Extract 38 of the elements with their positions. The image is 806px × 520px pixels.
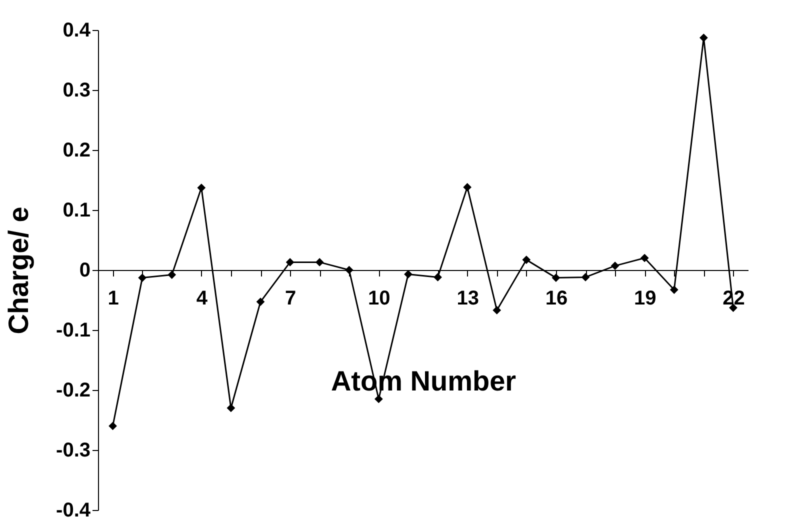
point [463, 183, 472, 192]
y-tick-label: 0.4 [62, 20, 92, 42]
x-tick-label: 16 [545, 288, 568, 310]
point [610, 262, 620, 270]
y-tick-label: 0.2 [62, 140, 90, 162]
point [374, 394, 383, 404]
point [581, 273, 590, 282]
point [315, 258, 324, 266]
point [492, 306, 502, 314]
point [640, 254, 649, 262]
point [700, 34, 708, 42]
point [168, 270, 176, 279]
y-tick-label: 0 [79, 260, 90, 282]
point [256, 298, 265, 306]
x-tick-label: 19 [634, 288, 656, 310]
point [286, 258, 294, 266]
y-tick-label: -0.2 [56, 380, 90, 402]
y-tick-label: -0.4 [56, 500, 92, 520]
point [552, 274, 560, 282]
point [344, 266, 354, 274]
y-axis-title: Charge/ e [3, 206, 34, 334]
y-tick-label: -0.1 [56, 320, 90, 342]
point [522, 256, 531, 264]
point [670, 286, 678, 294]
y-tick-label: -0.3 [56, 440, 90, 462]
x-tick-label: 7 [284, 288, 296, 310]
point [226, 404, 236, 412]
point [197, 184, 206, 192]
point [108, 422, 117, 430]
x-tick-label: 1 [108, 288, 119, 310]
y-tick-label: 0.1 [62, 200, 90, 222]
y-tick-label: 0.3 [62, 80, 90, 102]
point [404, 270, 412, 278]
point [138, 274, 146, 282]
x-tick-label: 13 [456, 288, 479, 310]
x-tick-label: 10 [368, 288, 390, 310]
point [434, 273, 442, 282]
x-tick-label: 4 [196, 288, 208, 310]
